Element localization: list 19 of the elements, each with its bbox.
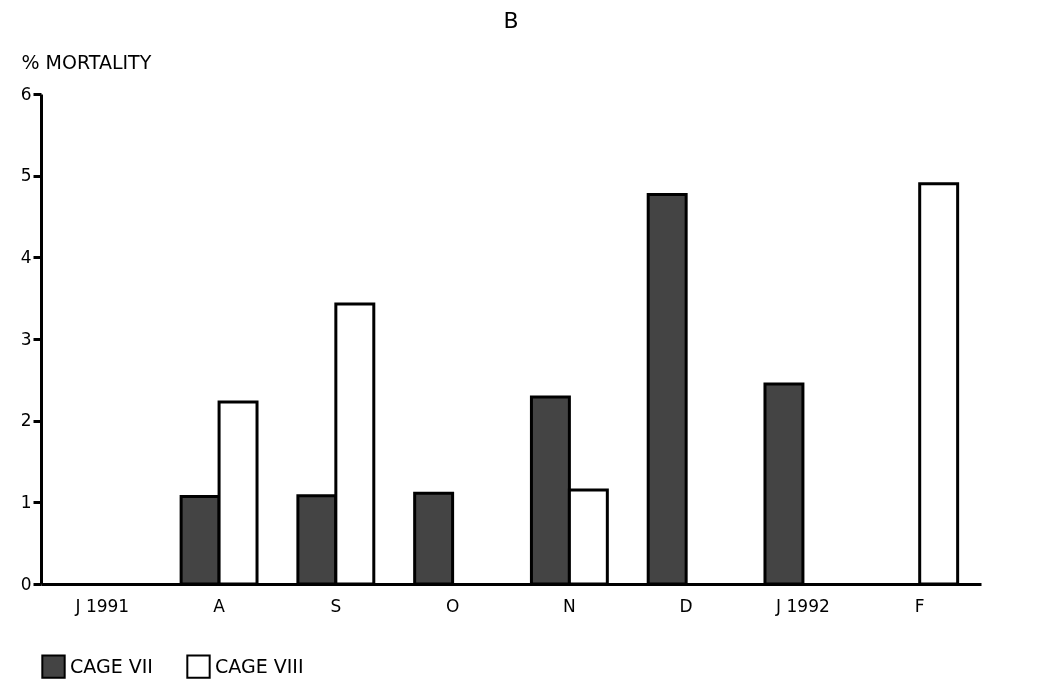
y-tick-label: 5: [20, 165, 32, 186]
x-tick-label: D: [679, 595, 693, 616]
legend-label: CAGE VII: [70, 654, 153, 677]
x-tick-label: J 1992: [775, 595, 830, 616]
x-tick-label: N: [563, 595, 576, 616]
x-tick-label: J 1991: [74, 595, 130, 616]
x-tick-label: O: [445, 595, 460, 616]
chart-title: B: [503, 8, 519, 33]
y-axis-title: % MORTALITY: [21, 50, 152, 73]
legend-label: CAGE VIII: [215, 654, 304, 677]
y-tick-label: 3: [20, 328, 32, 349]
y-tick-label: 2: [20, 410, 32, 431]
y-tick-label: 4: [20, 246, 32, 267]
y-tick-label: 6: [20, 83, 32, 104]
y-tick-label: 0: [20, 573, 32, 594]
x-tick-label: F: [914, 595, 925, 616]
x-tick-label: S: [330, 595, 342, 616]
x-tick-label: A: [213, 595, 226, 616]
y-tick-label: 1: [20, 491, 32, 512]
